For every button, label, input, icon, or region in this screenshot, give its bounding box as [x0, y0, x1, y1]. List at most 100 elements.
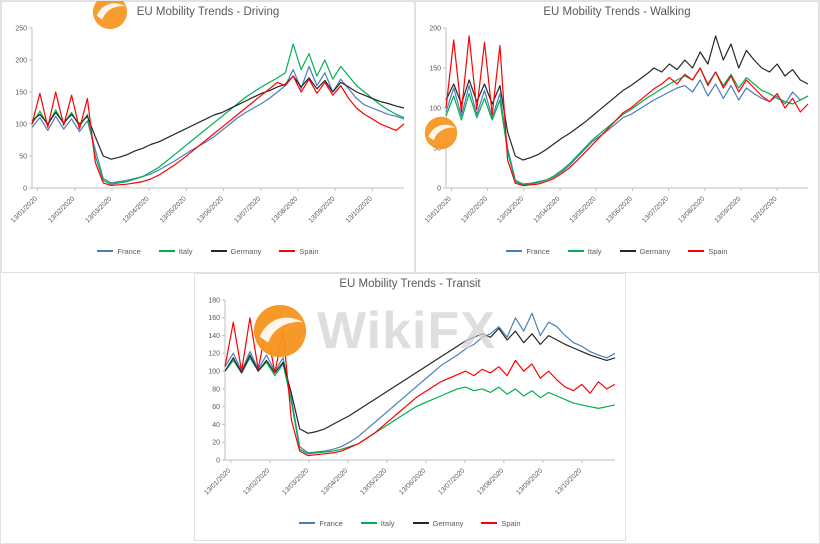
legend-item-spain: Spain [481, 518, 521, 528]
top-chart-row: EU Mobility Trends - Driving 0 50 100 150 20… [1, 1, 819, 273]
x-axis-label: 13/06/2020 [605, 195, 634, 224]
legend-item-germany: Germany [412, 518, 464, 528]
legend-item-italy: Italy [360, 518, 395, 528]
legend-item-italy: Italy [567, 246, 602, 256]
y-axis-label: 100 [15, 121, 27, 128]
legend-swatch [619, 250, 636, 252]
y-axis-label: 180 [208, 297, 220, 304]
series-germany [224, 327, 616, 434]
x-axis-label: 13/09/2020 [308, 195, 337, 224]
legend-label: France [526, 246, 550, 256]
legend-item-france: France [97, 247, 141, 256]
wikifx-logo-icon [91, 1, 129, 30]
x-axis-label: 13/05/2020 [159, 195, 188, 224]
legend-item-germany: Germany [210, 246, 262, 256]
x-axis-label: 13/01/2020 [10, 195, 39, 224]
y-axis-label: 60 [212, 404, 220, 411]
chart-title-walking: EU Mobility Trends - Walking [543, 6, 691, 18]
series-france [31, 65, 405, 184]
legend-label: Spain [501, 518, 521, 528]
y-axis-label: 0 [437, 185, 441, 192]
x-axis-label: 13/03/2020 [84, 195, 113, 224]
legend-label: Italy [380, 518, 395, 528]
x-axis-label: 13/02/2020 [47, 195, 76, 224]
x-axis-label: 13/04/2020 [532, 195, 561, 224]
series-italy [224, 357, 616, 455]
legend-item-spain: Spain [688, 246, 728, 256]
y-axis-label: 250 [15, 25, 27, 32]
legend-swatch [360, 522, 377, 524]
y-axis-label: 140 [208, 333, 220, 340]
x-axis-label: 13/04/2020 [320, 467, 349, 496]
y-axis-label: 40 [212, 422, 220, 429]
legend-swatch [688, 250, 705, 252]
legend-swatch [481, 522, 498, 524]
legend-label: Germany [639, 246, 671, 256]
legend-swatch [210, 250, 227, 252]
legend-item-germany: Germany [619, 246, 671, 256]
legend-swatch [97, 250, 114, 252]
wikifx-logo-icon [423, 115, 459, 151]
series-spain [224, 317, 616, 457]
driving-plot-area: 0 50 100 150 200 250 13/01/2020 13/02/2020 13/03… [10, 25, 405, 224]
x-axis-label: 13/10/2020 [554, 467, 583, 496]
chart-driving: EU Mobility Trends - Driving 0 50 100 150 20… [1, 1, 415, 273]
x-axis-label: 13/01/2020 [203, 467, 232, 496]
legend-label: Germany [230, 246, 262, 256]
legend-swatch [567, 250, 584, 252]
legend-label: Spain [708, 246, 728, 256]
x-axis-label: 13/02/2020 [242, 467, 271, 496]
y-axis-label: 100 [208, 369, 220, 376]
bottom-chart-row: EU Mobility Trends - Transit 0 20 40 60 80 10… [1, 273, 819, 541]
series-france [224, 312, 616, 454]
legend-item-italy: Italy [158, 246, 193, 256]
series-spain [31, 75, 405, 186]
y-axis-label: 200 [15, 57, 27, 64]
y-axis-label: 160 [208, 315, 220, 322]
walking-plot-area: 0 50 100 150 200 13/01/2020 13/02/2020 13/03/20… [424, 25, 809, 224]
y-axis-label: 150 [429, 65, 441, 72]
x-axis-label: 13/07/2020 [233, 195, 262, 224]
series-spain [445, 35, 809, 187]
x-axis-label: 13/04/2020 [122, 195, 151, 224]
chart-walking: EU Mobility Trends - Walking 0 50 100 150 20… [415, 1, 819, 273]
legend-label: Italy [587, 246, 602, 256]
x-axis-label: 13/08/2020 [270, 195, 299, 224]
x-axis-label: 13/06/2020 [196, 195, 225, 224]
y-axis-label: 50 [433, 145, 441, 152]
x-axis-label: 13/09/2020 [515, 467, 544, 496]
y-axis-label: 200 [429, 25, 441, 32]
legend-swatch [279, 250, 296, 252]
legend-item-france: France [506, 246, 550, 256]
x-axis-label: 13/10/2020 [345, 195, 374, 224]
x-axis-label: 13/09/2020 [713, 195, 742, 224]
x-axis-label: 13/05/2020 [359, 467, 388, 496]
y-axis-label: 120 [208, 351, 220, 358]
legend-label: Spain [299, 246, 319, 256]
transit-plot-area: 0 20 40 60 80 100 120 140 160 180 13/01/2020 13/02/… [203, 297, 616, 496]
x-axis-label: 13/02/2020 [460, 195, 489, 224]
y-axis-label: 20 [212, 440, 220, 447]
chart-title-driving: EU Mobility Trends - Driving [136, 6, 280, 18]
chart-transit: EU Mobility Trends - Transit 0 20 40 60 80 10… [194, 273, 626, 541]
y-axis-label: 100 [429, 105, 441, 112]
series-germany [31, 75, 405, 160]
x-axis-label: 13/07/2020 [641, 195, 670, 224]
x-axis-label: 13/10/2020 [750, 195, 779, 224]
x-axis-label: 13/01/2020 [424, 195, 453, 224]
y-axis-label: 150 [15, 89, 27, 96]
legend-label: Italy [178, 246, 193, 256]
y-axis-label: 0 [23, 185, 27, 192]
chart-title-transit: EU Mobility Trends - Transit [339, 278, 481, 290]
x-axis-label: 13/03/2020 [496, 195, 525, 224]
x-axis-label: 13/08/2020 [677, 195, 706, 224]
legend-label: France [319, 518, 343, 528]
legend-item-france: France [299, 518, 343, 528]
x-axis-label: 13/06/2020 [398, 467, 427, 496]
series-germany [445, 35, 809, 161]
legend-label: Germany [432, 518, 464, 528]
legend-swatch [158, 250, 175, 252]
series-france [445, 79, 809, 185]
transit-legend: France Italy Germany Spain [195, 516, 625, 530]
